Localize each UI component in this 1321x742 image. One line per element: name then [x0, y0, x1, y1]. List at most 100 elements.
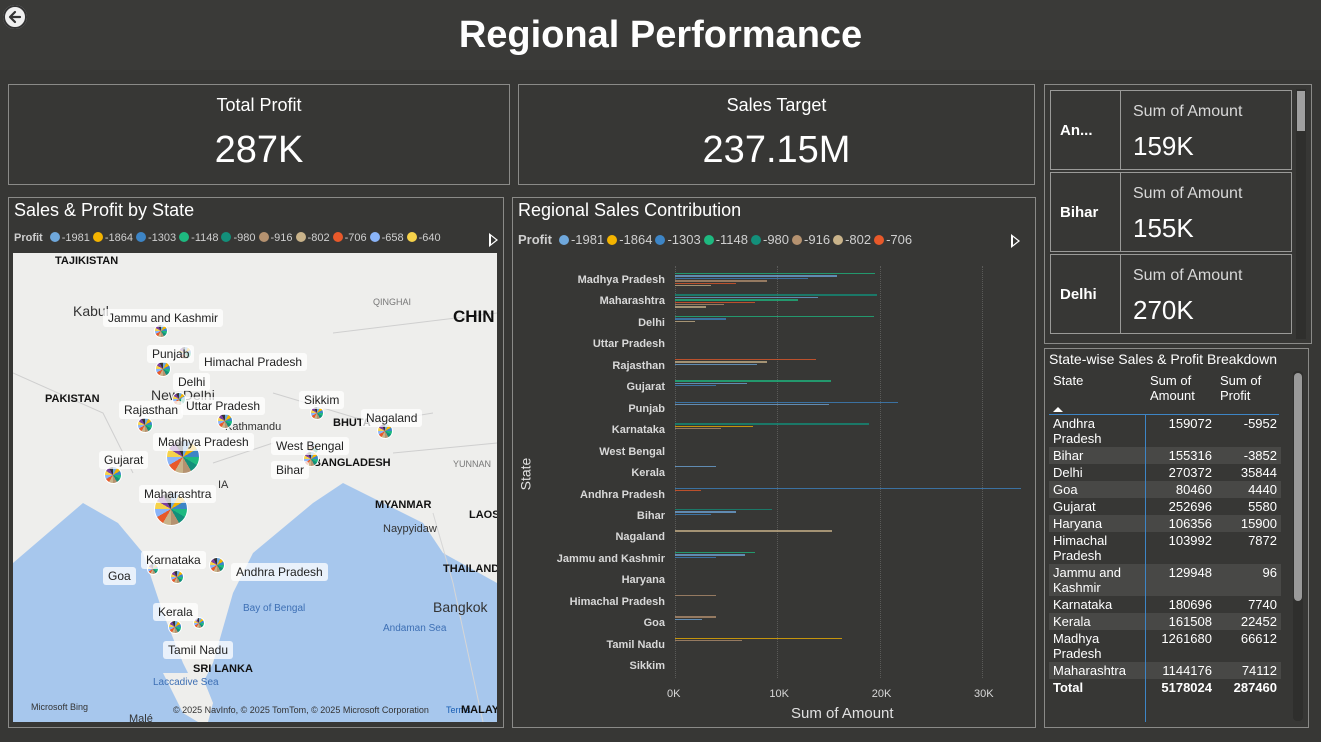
bar[interactable]: [675, 487, 1021, 489]
scrollbar-thumb[interactable]: [1294, 373, 1302, 601]
bar[interactable]: [675, 466, 716, 468]
state-pie-marker[interactable]: [155, 361, 171, 377]
bar[interactable]: [675, 618, 702, 620]
table-row[interactable]: Gujarat 252696 5580: [1049, 498, 1281, 515]
state-pie-marker[interactable]: [217, 413, 233, 429]
bar[interactable]: [675, 530, 832, 532]
scrollbar-thumb[interactable]: [1297, 91, 1305, 131]
bar[interactable]: [675, 423, 870, 425]
multi-card-row[interactable]: An... Sum of Amount 159K: [1050, 90, 1292, 170]
map-terms-link[interactable]: Terms: [446, 705, 471, 715]
map-canvas[interactable]: TAJIKISTAN PAKISTAN CHIN MYANMAR LAOS THAILAN…: [13, 253, 497, 722]
bar[interactable]: [675, 401, 899, 404]
table-row[interactable]: Maharashtra 1144176 74112: [1049, 662, 1281, 679]
bar[interactable]: [675, 282, 737, 284]
bar[interactable]: [675, 294, 877, 296]
bar[interactable]: [675, 594, 716, 597]
bar[interactable]: [675, 280, 768, 282]
bar[interactable]: [675, 554, 745, 556]
bar[interactable]: [675, 306, 706, 308]
scrollbar[interactable]: [1296, 89, 1306, 339]
total-profit-card[interactable]: Total Profit 287K: [8, 84, 510, 185]
bar-chart-visual[interactable]: Regional Sales Contribution Profit -1981-…: [512, 197, 1036, 728]
legend-item[interactable]: -1148: [715, 232, 748, 247]
bar[interactable]: [675, 427, 722, 430]
legend-item[interactable]: -1303: [148, 232, 177, 244]
bar[interactable]: [675, 382, 747, 385]
table-row[interactable]: Haryana 106356 15900: [1049, 515, 1281, 532]
bar[interactable]: [675, 358, 817, 361]
bar[interactable]: [675, 361, 768, 363]
bar[interactable]: [675, 363, 757, 365]
legend-item[interactable]: -640: [418, 232, 441, 244]
sales-target-card[interactable]: Sales Target 237.15M: [518, 84, 1035, 185]
bar[interactable]: [675, 273, 875, 275]
legend-item[interactable]: -1303: [667, 232, 701, 247]
sort-caret-icon[interactable]: [1053, 407, 1063, 412]
bar[interactable]: [675, 556, 716, 559]
bar[interactable]: [675, 489, 701, 492]
legend-item[interactable]: -706: [886, 232, 913, 247]
legend-item[interactable]: -980: [233, 232, 256, 244]
map-visual[interactable]: Sales & Profit by State Profit -1981 -1864…: [8, 197, 504, 728]
legend-item[interactable]: -1864: [619, 232, 653, 247]
bar[interactable]: [675, 315, 874, 318]
bar[interactable]: [675, 637, 842, 640]
table-row[interactable]: Andhra Pradesh 159072 -5952: [1049, 415, 1281, 447]
table-row[interactable]: Delhi 270372 35844: [1049, 464, 1281, 481]
breakdown-table-visual[interactable]: State-wise Sales & Profit Breakdown Stat…: [1044, 348, 1309, 728]
column-header[interactable]: State: [1049, 371, 1146, 415]
bar[interactable]: [675, 616, 716, 618]
multi-card-row[interactable]: Bihar Sum of Amount 155K: [1050, 172, 1292, 252]
bar[interactable]: [675, 511, 737, 513]
legend-item[interactable]: -706: [344, 232, 367, 244]
bar[interactable]: [675, 640, 742, 642]
bar[interactable]: [675, 275, 837, 277]
legend-item[interactable]: -980: [763, 232, 790, 247]
table-row[interactable]: Bihar 155316 -3852: [1049, 447, 1281, 464]
legend-item[interactable]: -1148: [191, 232, 219, 244]
table-row[interactable]: Karnataka 180696 7740: [1049, 596, 1281, 613]
bar[interactable]: [675, 301, 755, 304]
legend-dot: [221, 232, 232, 242]
multi-row-card[interactable]: An... Sum of Amount 159K Bihar Sum of Amount…: [1044, 84, 1312, 344]
bar[interactable]: [675, 404, 829, 406]
column-header[interactable]: Sum of Profit: [1220, 373, 1262, 403]
bar[interactable]: [675, 425, 753, 427]
bar[interactable]: [675, 296, 819, 299]
bar[interactable]: [675, 551, 755, 554]
legend-item[interactable]: -802: [307, 232, 330, 244]
state-pie-marker[interactable]: [170, 570, 184, 584]
bar[interactable]: [675, 304, 725, 306]
legend-item[interactable]: -1864: [104, 232, 134, 244]
back-arrow-icon[interactable]: [3, 5, 27, 29]
legend-item[interactable]: -1981: [570, 232, 605, 247]
legend-item[interactable]: -916: [270, 232, 293, 244]
state-pie-marker[interactable]: [168, 620, 182, 634]
column-header[interactable]: Sum of Amount: [1150, 373, 1195, 403]
bar[interactable]: [675, 285, 711, 287]
table-row[interactable]: Himachal Pradesh 103992 7872: [1049, 532, 1281, 564]
state-pie-marker[interactable]: [137, 417, 153, 433]
bar[interactable]: [675, 513, 711, 516]
legend-item[interactable]: -658: [381, 232, 404, 244]
bar[interactable]: [675, 380, 831, 382]
state-pie-marker[interactable]: [209, 557, 225, 573]
bar[interactable]: [675, 320, 696, 323]
legend-item[interactable]: -802: [845, 232, 872, 247]
legend-item[interactable]: -1981: [61, 232, 90, 244]
table-row[interactable]: Kerala 161508 22452: [1049, 613, 1281, 630]
play-icon[interactable]: [1011, 234, 1020, 248]
multi-card-row[interactable]: Delhi Sum of Amount 270K: [1050, 254, 1292, 334]
bar[interactable]: [675, 385, 716, 387]
scrollbar[interactable]: [1293, 371, 1303, 721]
bar[interactable]: [675, 299, 798, 301]
bar[interactable]: [675, 508, 773, 511]
legend-item[interactable]: -916: [804, 232, 831, 247]
play-icon[interactable]: [489, 233, 498, 247]
table-row[interactable]: Jammu and Kashmir 129948 96: [1049, 564, 1281, 596]
table-row[interactable]: Goa 80460 4440: [1049, 481, 1281, 498]
table-row[interactable]: Madhya Pradesh 1261680 66612: [1049, 630, 1281, 662]
bar[interactable]: [675, 318, 727, 320]
bar[interactable]: [675, 277, 809, 280]
